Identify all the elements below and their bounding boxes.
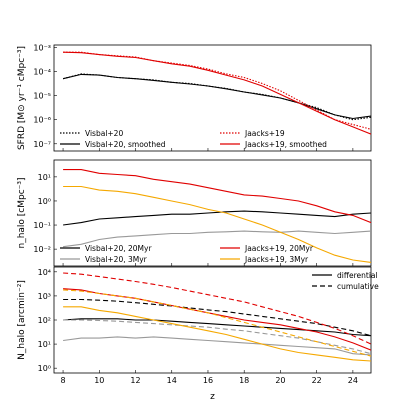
legend-label: Jaacks+19, 20Myr <box>244 244 314 253</box>
panel-1: 10⁻³ 10⁻⁴ 10⁻⁵ 10⁻⁶ 10⁻⁷ SFRD [M⊙ yr⁻¹ cMpc⁻³… <box>17 43 372 152</box>
series-line <box>63 185 371 263</box>
series-line <box>63 319 371 355</box>
x-tick-label: 8 <box>61 376 66 385</box>
x-tick-label: 18 <box>239 376 249 385</box>
y-tick-label: 10¹ <box>38 173 51 182</box>
y-axis-label: n_halo [cMpc⁻³] <box>17 177 27 248</box>
legend-label: Visbal+20 <box>85 129 123 138</box>
series-line <box>63 51 371 135</box>
y-tick-label: 10⁻² <box>33 245 51 254</box>
y-tick-label: 10⁰ <box>38 197 51 206</box>
y-tick-label: 10⁻⁷ <box>33 140 51 149</box>
panel-3: 8 10 12 14 16 18 20 22 24 10⁰ 10¹ 10² 10³ 10⁴ N_halo [… <box>17 266 379 385</box>
y-tick-label: 10⁻¹ <box>33 221 51 230</box>
y-axis-label: N_halo [arcmin⁻²] <box>17 280 27 360</box>
x-tick-label: 24 <box>348 376 358 385</box>
legend-label: differential <box>337 271 378 280</box>
y-tick-label: 10³ <box>38 292 51 301</box>
panels: 10⁻³ 10⁻⁴ 10⁻⁵ 10⁻⁶ 10⁻⁷ SFRD [M⊙ yr⁻¹ cMpc⁻³… <box>17 43 379 385</box>
x-tick-label: 20 <box>275 376 285 385</box>
y-tick-label: 10⁻³ <box>33 43 51 52</box>
series-line <box>63 298 371 337</box>
legend-label: Jaacks+19, 3Myr <box>244 255 309 264</box>
y-tick-label: 10¹ <box>38 340 51 349</box>
series-line <box>63 289 371 357</box>
x-tick-label: 14 <box>167 376 177 385</box>
y-tick-label: 10⁰ <box>38 364 51 373</box>
series-line <box>63 318 371 337</box>
series-line <box>63 210 371 226</box>
series-line <box>62 73 371 121</box>
series-line <box>63 336 371 356</box>
legend-label: Visbal+20, smoothed <box>85 140 166 149</box>
panel-2: 10¹ 10⁻¹ 10⁻² 10⁰ n_halo [cMpc⁻³] Visbal+20, … <box>17 159 372 267</box>
x-tick-label: 22 <box>312 376 322 385</box>
legend-label: Visbal+20, 3Myr <box>85 255 148 264</box>
legend-label: Visbal+20, 20Myr <box>85 244 152 253</box>
series-line <box>63 272 371 345</box>
y-tick-label: 10⁻⁶ <box>33 116 51 125</box>
y-tick-label: 10⁻⁴ <box>33 68 51 77</box>
series-line <box>63 230 371 248</box>
panel-frame <box>53 44 372 152</box>
panel-frame <box>53 266 372 374</box>
y-tick-label: 10² <box>38 316 51 325</box>
series-line <box>62 73 371 120</box>
x-tick-label: 10 <box>94 376 104 385</box>
legend-label: Jaacks+19, smoothed <box>244 140 327 149</box>
y-axis-label: SFRD [M⊙ yr⁻¹ cMpc⁻³] <box>17 46 27 150</box>
y-tick-label: 10⁻⁵ <box>33 92 51 101</box>
y-tick-label: 10⁴ <box>38 268 51 277</box>
x-tick-label: 12 <box>130 376 140 385</box>
series-line <box>63 51 371 130</box>
series-line <box>63 169 371 224</box>
x-axis-label: z <box>210 392 215 402</box>
legend-label: cumulative <box>337 282 379 291</box>
legend-label: Jaacks+19 <box>244 129 285 138</box>
x-tick-label: 16 <box>203 376 213 385</box>
series-line <box>63 306 371 362</box>
